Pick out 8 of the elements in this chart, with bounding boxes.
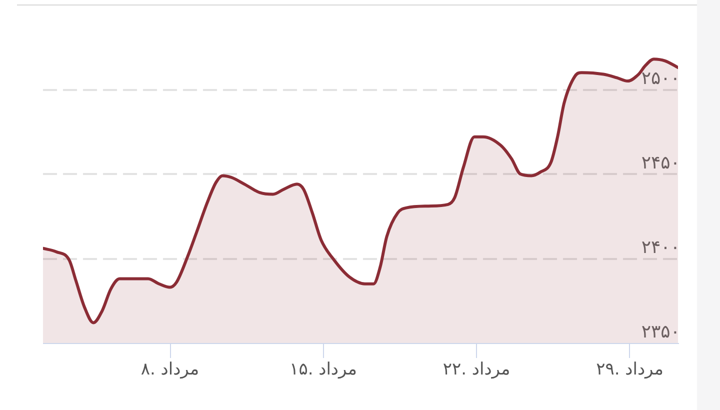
y-tick-label: ۲۳۵۰ <box>641 322 680 343</box>
x-tick-label: ۲۹. مرداد <box>596 360 664 380</box>
x-tick-label: ۲۲. مرداد <box>442 360 510 380</box>
x-tick-label: ۸. مرداد <box>140 360 200 380</box>
y-tick-label: ۲۵۰۰ <box>641 68 680 90</box>
y-tick-label: ۲۴۰۰ <box>641 237 680 258</box>
y-tick-label: ۲۴۵۰ <box>641 152 680 174</box>
x-tick-label: ۱۵. مرداد <box>290 360 357 380</box>
